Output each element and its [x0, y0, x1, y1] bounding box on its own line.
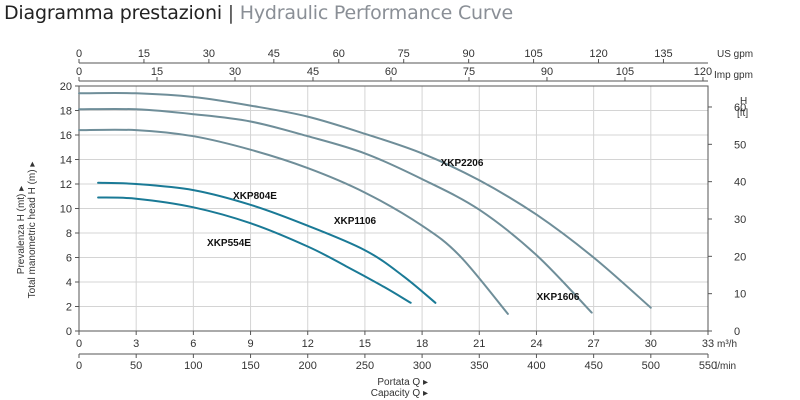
y-ft-tick-label: 0 [734, 326, 740, 338]
title-english: Hydraulic Performance Curve [239, 2, 514, 24]
lmin-tick-label: 350 [470, 360, 488, 372]
m3h-tick-label: 27 [588, 338, 600, 350]
y-m-tick-label: 16 [60, 130, 72, 142]
lmin-tick-label: 250 [356, 360, 374, 372]
x-axis-label-en: Capacity Q ▸ [371, 388, 428, 399]
lmin-tick-label: 150 [241, 360, 259, 372]
us-gpm-tick-label: 90 [463, 48, 475, 60]
title-italian: Diagramma prestazioni [4, 2, 222, 24]
m3h-tick-label: 18 [416, 338, 428, 350]
y-m-tick-label: 4 [66, 277, 72, 289]
imp-gpm-unit-label: Imp gpm [714, 70, 753, 81]
m3h-tick-label: 21 [473, 338, 485, 350]
imp-gpm-tick-label: 45 [307, 66, 319, 78]
imp-gpm-tick-label: 0 [76, 66, 82, 78]
lmin-tick-label: 550 [699, 360, 717, 372]
y-m-tick-label: 20 [60, 81, 72, 93]
m3h-tick-label: 15 [359, 338, 371, 350]
series-line-xkp554e [97, 196, 412, 304]
page-title: Diagramma prestazioni | Hydraulic Perfor… [4, 2, 513, 24]
m3h-tick-label: 9 [247, 338, 253, 350]
series-label-xkp804e: XKP804E [233, 191, 277, 202]
y-m-tick-label: 8 [66, 228, 72, 240]
m3h-tick-label: 0 [76, 338, 82, 350]
m3h-tick-label: 24 [530, 338, 542, 350]
imp-gpm-tick-label: 15 [151, 66, 163, 78]
title-separator: | [227, 2, 234, 24]
series-line-xkp2206 [78, 92, 652, 309]
lmin-tick-label: 0 [76, 360, 82, 372]
m3h-tick-label: 30 [645, 338, 657, 350]
us-gpm-tick-label: 120 [589, 48, 607, 60]
series-label-xkp1106: XKP1106 [334, 216, 377, 227]
us-gpm-tick-label: 15 [138, 48, 150, 60]
y-axis-label: Prevalenza H (mt) ▸ [16, 186, 27, 274]
imp-gpm-tick-label: 90 [541, 66, 553, 78]
m3h-tick-label: 33 [702, 338, 714, 350]
series-label-xkp2206: XKP2206 [441, 158, 484, 169]
imp-gpm-tick-label: 120 [694, 66, 712, 78]
lmin-tick-label: 200 [299, 360, 317, 372]
us-gpm-tick-label: 135 [654, 48, 672, 60]
m3h-tick-label: 6 [190, 338, 196, 350]
y-ft-tick-label: 60 [734, 102, 746, 114]
y-axis-label-group: Prevalenza H (mt) ▸ Total manometric head… [16, 162, 38, 299]
lmin-tick-label: 500 [642, 360, 660, 372]
series-line-xkp1606 [78, 107, 593, 314]
y-ft-tick-label: 30 [734, 214, 746, 226]
lmin-tick-label: 50 [130, 360, 142, 372]
y-ft-tick-label: 50 [734, 139, 746, 151]
series-layer [78, 92, 652, 315]
us-gpm-unit-label: US gpm [717, 49, 753, 60]
y-ft-tick-label: 20 [734, 251, 746, 263]
y-ft-tick-label: 40 [734, 177, 746, 189]
y-m-tick-label: 12 [60, 179, 72, 191]
y-ft-unit-bottom: [ft] [737, 108, 748, 119]
y-ft-tick-label: 10 [734, 289, 746, 301]
lmin-tick-label: 450 [584, 360, 602, 372]
lmin-tick-label: 100 [184, 360, 202, 372]
m3h-tick-label: 12 [302, 338, 314, 350]
m3h-tick-label: 3 [133, 338, 139, 350]
us-gpm-tick-label: 45 [268, 48, 280, 60]
imp-gpm-tick-label: 75 [463, 66, 475, 78]
y-m-tick-label: 6 [66, 253, 72, 265]
y-m-tick-label: 2 [66, 302, 72, 314]
series-label-xkp554e: XKP554E [207, 238, 251, 249]
us-gpm-tick-label: 75 [398, 48, 410, 60]
labels-layer: XKP554E XKP804E XKP1106 XKP1606 XKP2206 Porta… [16, 158, 580, 399]
us-gpm-tick-label: 0 [76, 48, 82, 60]
x-axis-label: Portata Q ▸ [377, 377, 428, 388]
y-m-tick-label: 14 [60, 155, 72, 167]
us-gpm-tick-label: 105 [524, 48, 542, 60]
lmin-tick-label: 400 [527, 360, 545, 372]
imp-gpm-tick-label: 30 [229, 66, 241, 78]
y-axis-label-en: Total manometric head H (m) ▸ [27, 162, 38, 299]
y-ft-unit-top: H [740, 96, 747, 107]
us-gpm-tick-label: 30 [203, 48, 215, 60]
lmin-tick-label: 300 [413, 360, 431, 372]
y-m-tick-label: 0 [66, 326, 72, 338]
lmin-unit-label: l/min [715, 361, 736, 372]
series-label-xkp1606: XKP1606 [537, 292, 580, 303]
y-m-tick-label: 10 [60, 204, 72, 216]
imp-gpm-tick-label: 60 [385, 66, 397, 78]
us-gpm-tick-label: 60 [333, 48, 345, 60]
y-m-tick-label: 18 [60, 106, 72, 118]
imp-gpm-tick-label: 105 [616, 66, 634, 78]
series-line-xkp1106 [78, 128, 509, 315]
series-line-xkp804e [97, 181, 437, 304]
m3h-unit-label: m³/h [717, 339, 737, 350]
